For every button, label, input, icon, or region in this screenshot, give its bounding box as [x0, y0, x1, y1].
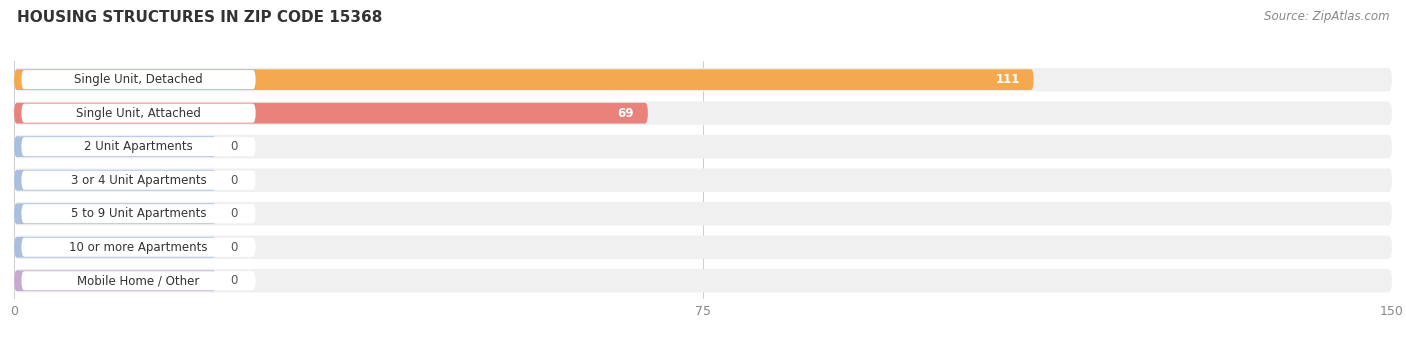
Text: 0: 0 [231, 274, 238, 287]
FancyBboxPatch shape [14, 136, 217, 157]
Text: HOUSING STRUCTURES IN ZIP CODE 15368: HOUSING STRUCTURES IN ZIP CODE 15368 [17, 10, 382, 25]
FancyBboxPatch shape [14, 101, 1392, 125]
FancyBboxPatch shape [21, 70, 256, 89]
Text: 3 or 4 Unit Apartments: 3 or 4 Unit Apartments [70, 174, 207, 187]
Text: Single Unit, Attached: Single Unit, Attached [76, 107, 201, 120]
FancyBboxPatch shape [21, 137, 256, 156]
FancyBboxPatch shape [14, 170, 217, 191]
FancyBboxPatch shape [14, 135, 1392, 158]
FancyBboxPatch shape [14, 237, 217, 258]
Text: Source: ZipAtlas.com: Source: ZipAtlas.com [1264, 10, 1389, 23]
Text: 0: 0 [231, 174, 238, 187]
Text: 0: 0 [231, 207, 238, 220]
Text: 0: 0 [231, 140, 238, 153]
FancyBboxPatch shape [14, 269, 1392, 292]
Text: 10 or more Apartments: 10 or more Apartments [69, 241, 208, 254]
FancyBboxPatch shape [21, 171, 256, 190]
Text: 2 Unit Apartments: 2 Unit Apartments [84, 140, 193, 153]
FancyBboxPatch shape [14, 270, 217, 291]
FancyBboxPatch shape [21, 104, 256, 123]
FancyBboxPatch shape [14, 103, 648, 123]
Text: 111: 111 [995, 73, 1019, 86]
Text: Mobile Home / Other: Mobile Home / Other [77, 274, 200, 287]
FancyBboxPatch shape [21, 204, 256, 223]
FancyBboxPatch shape [14, 68, 1392, 91]
FancyBboxPatch shape [14, 236, 1392, 259]
Text: Single Unit, Detached: Single Unit, Detached [75, 73, 202, 86]
FancyBboxPatch shape [21, 238, 256, 257]
Text: 69: 69 [617, 107, 634, 120]
Text: 0: 0 [231, 241, 238, 254]
FancyBboxPatch shape [14, 202, 1392, 225]
Text: 5 to 9 Unit Apartments: 5 to 9 Unit Apartments [70, 207, 207, 220]
FancyBboxPatch shape [14, 203, 217, 224]
FancyBboxPatch shape [14, 69, 1033, 90]
FancyBboxPatch shape [21, 271, 256, 290]
FancyBboxPatch shape [14, 168, 1392, 192]
